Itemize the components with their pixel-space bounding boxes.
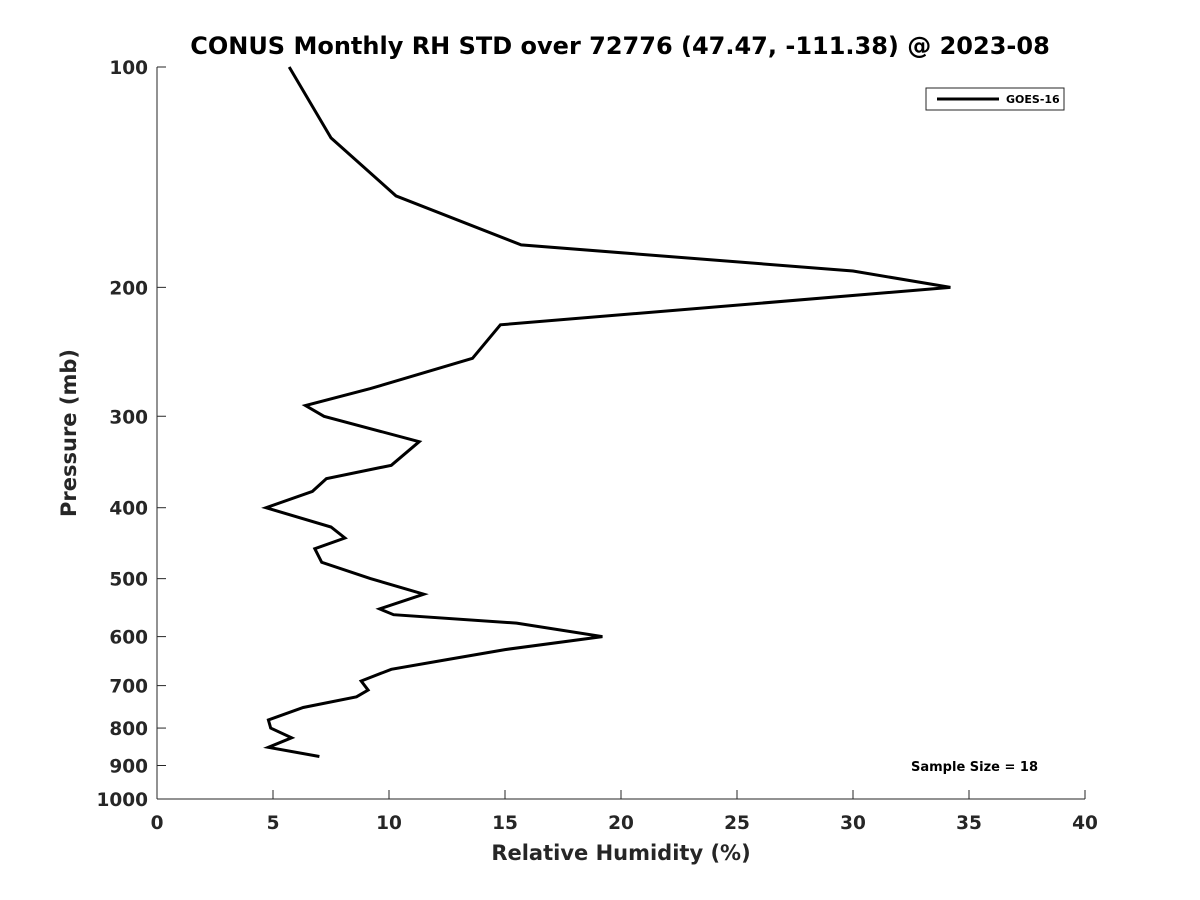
x-tick-label: 40 — [1072, 813, 1098, 834]
y-tick-label: 600 — [109, 628, 148, 649]
series-line-goes-16 — [261, 66, 951, 758]
x-tick-label: 30 — [840, 813, 866, 834]
x-tick-label: 25 — [724, 813, 750, 834]
y-tick-label: 100 — [109, 58, 148, 79]
legend: GOES-16 — [925, 87, 1065, 111]
x-axis-label: Relative Humidity (%) — [491, 841, 750, 865]
y-tick-label: 200 — [109, 278, 148, 299]
y-tick-label: 400 — [109, 499, 148, 520]
x-tick-label: 0 — [151, 813, 164, 834]
y-axis-ticks: 100 200 300 400 500 600 700 800 900 1000 — [97, 58, 166, 811]
y-tick-label: 1000 — [97, 790, 149, 811]
y-axis-label: Pressure (mb) — [57, 349, 81, 517]
x-tick-label: 5 — [267, 813, 280, 834]
x-tick-label: 15 — [492, 813, 518, 834]
sample-size-annotation: Sample Size = 18 — [911, 760, 1038, 775]
x-tick-label: 20 — [608, 813, 634, 834]
y-tick-label: 700 — [109, 677, 148, 698]
chart-title: CONUS Monthly RH STD over 72776 (47.47, … — [190, 32, 1050, 60]
x-tick-label: 35 — [956, 813, 982, 834]
plot-area — [157, 67, 1085, 799]
x-axis-ticks: 0 5 10 15 20 25 30 35 40 — [151, 790, 1098, 834]
y-tick-label: 300 — [109, 407, 148, 428]
legend-label-goes-16: GOES-16 — [1006, 93, 1060, 106]
y-tick-label: 800 — [109, 719, 148, 740]
y-tick-label: 900 — [109, 757, 148, 778]
y-tick-label: 500 — [109, 570, 148, 591]
x-tick-label: 10 — [376, 813, 402, 834]
